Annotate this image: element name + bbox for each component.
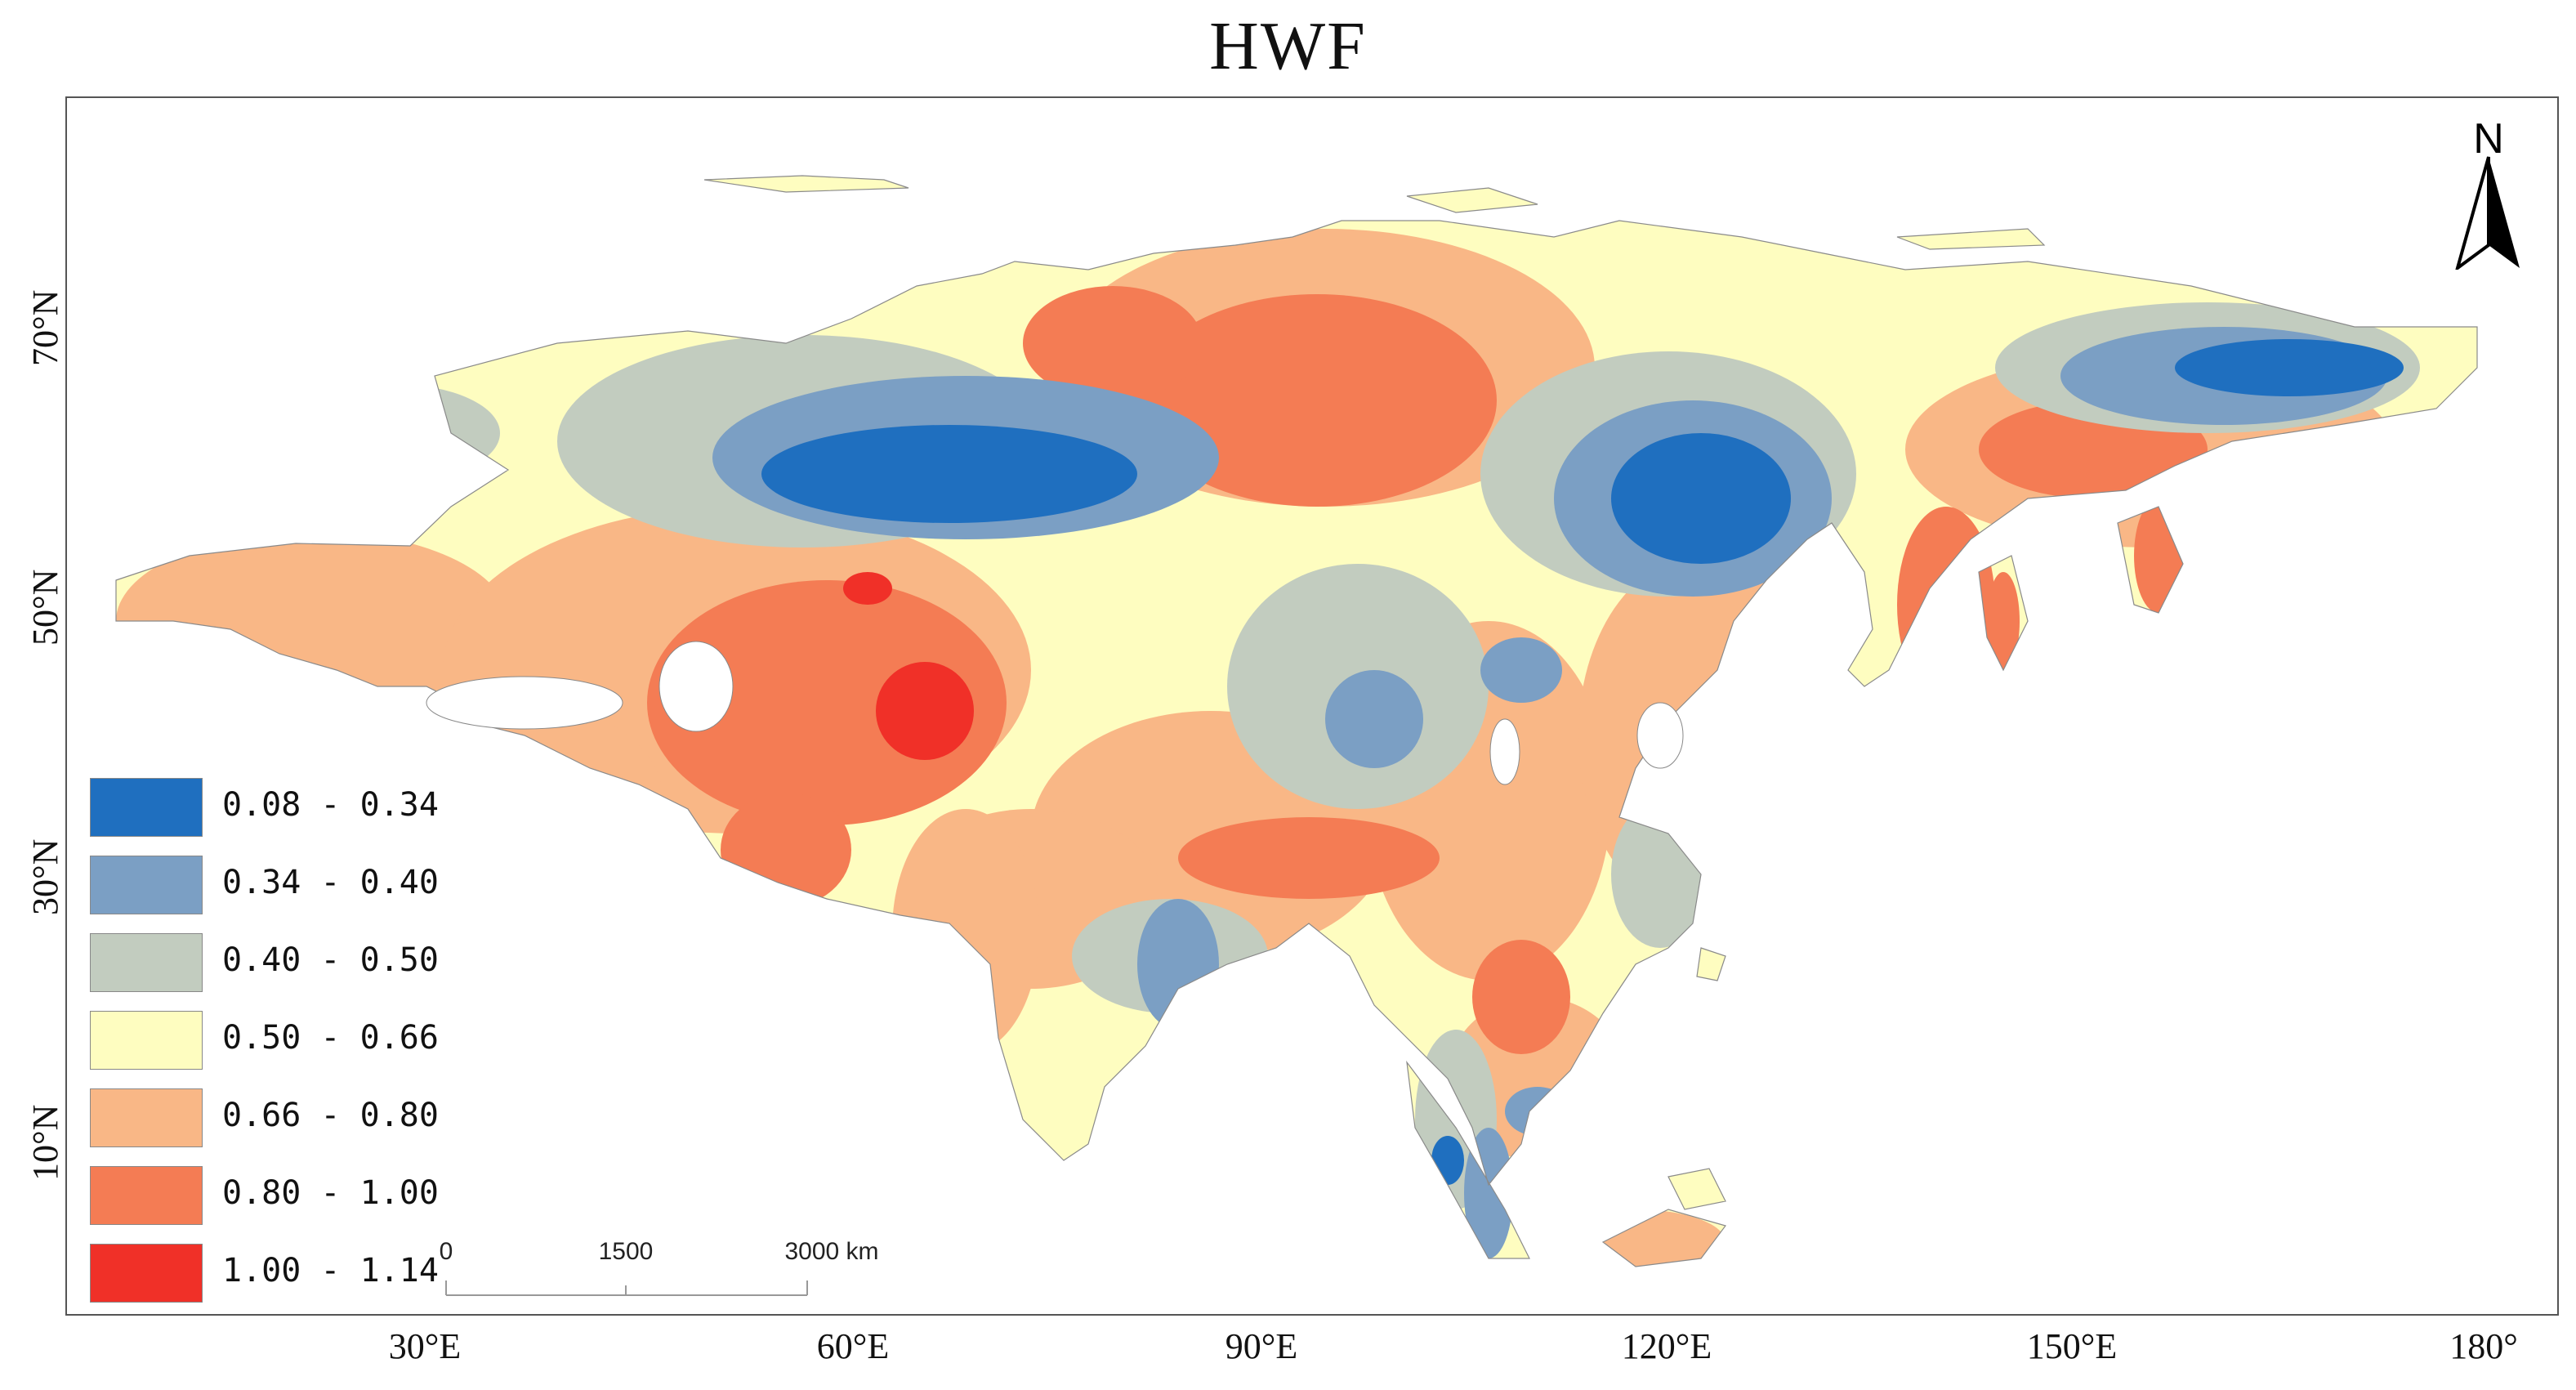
legend-swatch bbox=[90, 1166, 203, 1225]
legend-item: 0.50 - 0.66 bbox=[90, 1011, 466, 1071]
legend-label: 0.08 - 0.34 bbox=[222, 786, 439, 824]
legend-swatch bbox=[90, 1011, 203, 1070]
scale-label: 1500 bbox=[598, 1238, 654, 1265]
y-tick-label: 50°N bbox=[25, 569, 65, 646]
legend-item: 1.00 - 1.14 bbox=[90, 1244, 466, 1304]
legend-item: 0.34 - 0.40 bbox=[90, 856, 466, 916]
x-tick-label: 90°E bbox=[1225, 1326, 1298, 1366]
legend-label: 0.40 - 0.50 bbox=[222, 941, 439, 979]
legend-label: 0.80 - 1.00 bbox=[222, 1174, 439, 1212]
legend-swatch bbox=[90, 1244, 203, 1303]
map-frame bbox=[65, 96, 2559, 1316]
map-title: HWF bbox=[1209, 8, 1367, 84]
north-arrow: N bbox=[2448, 114, 2529, 278]
legend-label: 0.34 - 0.40 bbox=[222, 864, 439, 901]
legend-item: 0.66 - 0.80 bbox=[90, 1088, 466, 1149]
legend-label: 0.50 - 0.66 bbox=[222, 1019, 439, 1057]
map-canvas bbox=[115, 175, 2478, 1267]
legend-item: 0.40 - 0.50 bbox=[90, 933, 466, 994]
y-tick-label: 10°N bbox=[25, 1104, 65, 1181]
scale-label: 3000 km bbox=[784, 1238, 879, 1265]
legend-swatch bbox=[90, 1088, 203, 1147]
legend-swatch bbox=[90, 778, 203, 837]
scale-label: 0 bbox=[439, 1238, 453, 1265]
north-arrow-icon bbox=[2455, 156, 2520, 270]
legend-item: 0.08 - 0.34 bbox=[90, 778, 466, 838]
scale-bar-line bbox=[445, 1280, 808, 1296]
legend-item: 0.80 - 1.00 bbox=[90, 1166, 466, 1227]
legend-label: 1.00 - 1.14 bbox=[222, 1252, 439, 1289]
legend-swatch bbox=[90, 933, 203, 992]
x-tick-label: 180° bbox=[2449, 1326, 2518, 1366]
x-tick-label: 150°E bbox=[2026, 1326, 2118, 1366]
scale-bar: 0 1500 3000 km bbox=[439, 1238, 879, 1303]
inland-seas bbox=[426, 641, 1684, 785]
y-tick-label: 30°N bbox=[25, 838, 65, 915]
x-tick-label: 30°E bbox=[388, 1326, 462, 1366]
legend-swatch bbox=[90, 856, 203, 914]
legend-label: 0.66 - 0.80 bbox=[222, 1097, 439, 1134]
x-tick-label: 60°E bbox=[816, 1326, 890, 1366]
y-tick-label: 70°N bbox=[25, 289, 65, 366]
x-tick-label: 120°E bbox=[1621, 1326, 1712, 1366]
north-label: N bbox=[2473, 115, 2504, 163]
